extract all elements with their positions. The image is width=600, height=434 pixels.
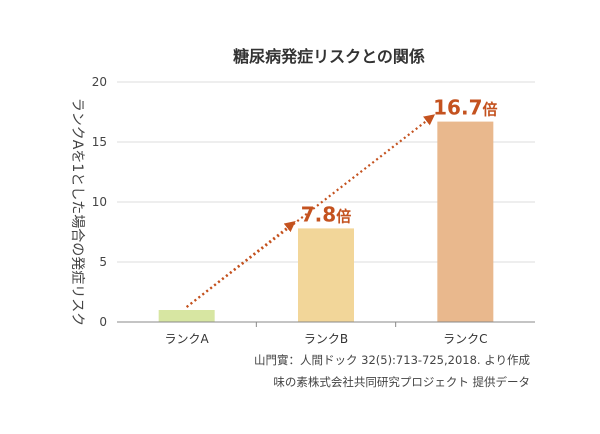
y-tick-label: 5 bbox=[99, 255, 107, 269]
x-tick-label: ランクC bbox=[443, 332, 487, 346]
x-axis-categories: ランクA ランクB ランクC bbox=[165, 322, 488, 346]
y-tick-label: 0 bbox=[99, 315, 107, 329]
data-label-unit: 倍 bbox=[483, 101, 498, 119]
y-tick-label: 10 bbox=[92, 195, 107, 209]
y-tick-label: 20 bbox=[92, 75, 107, 89]
bars bbox=[158, 121, 494, 322]
trend-arrow bbox=[185, 114, 436, 308]
chart-title: 糖尿病発症リスクとの関係 bbox=[233, 47, 425, 66]
x-tick-label: ランクB bbox=[304, 332, 348, 346]
y-axis-label: ランクAを1とした場合の発症リスク bbox=[69, 98, 85, 326]
data-label: 16.7倍 bbox=[433, 96, 497, 120]
trend-arrows bbox=[185, 114, 436, 308]
data-label-unit: 倍 bbox=[336, 207, 351, 225]
source-line-1: 山門實：人間ドック 32(5):713-725,2018. より作成 bbox=[254, 353, 531, 367]
bar bbox=[437, 121, 494, 322]
data-label: 7.8倍 bbox=[301, 202, 351, 226]
y-axis-ticks: 0 5 10 15 20 bbox=[92, 75, 107, 329]
data-label-value: 7.8 bbox=[301, 202, 336, 226]
bar bbox=[298, 228, 354, 322]
source-line-2: 味の素株式会社共同研究プロジェクト 提供データ bbox=[273, 375, 530, 389]
bar bbox=[158, 310, 215, 322]
x-tick-label: ランクA bbox=[165, 332, 210, 346]
data-label-value: 16.7 bbox=[433, 96, 482, 120]
y-tick-label: 15 bbox=[92, 135, 107, 149]
